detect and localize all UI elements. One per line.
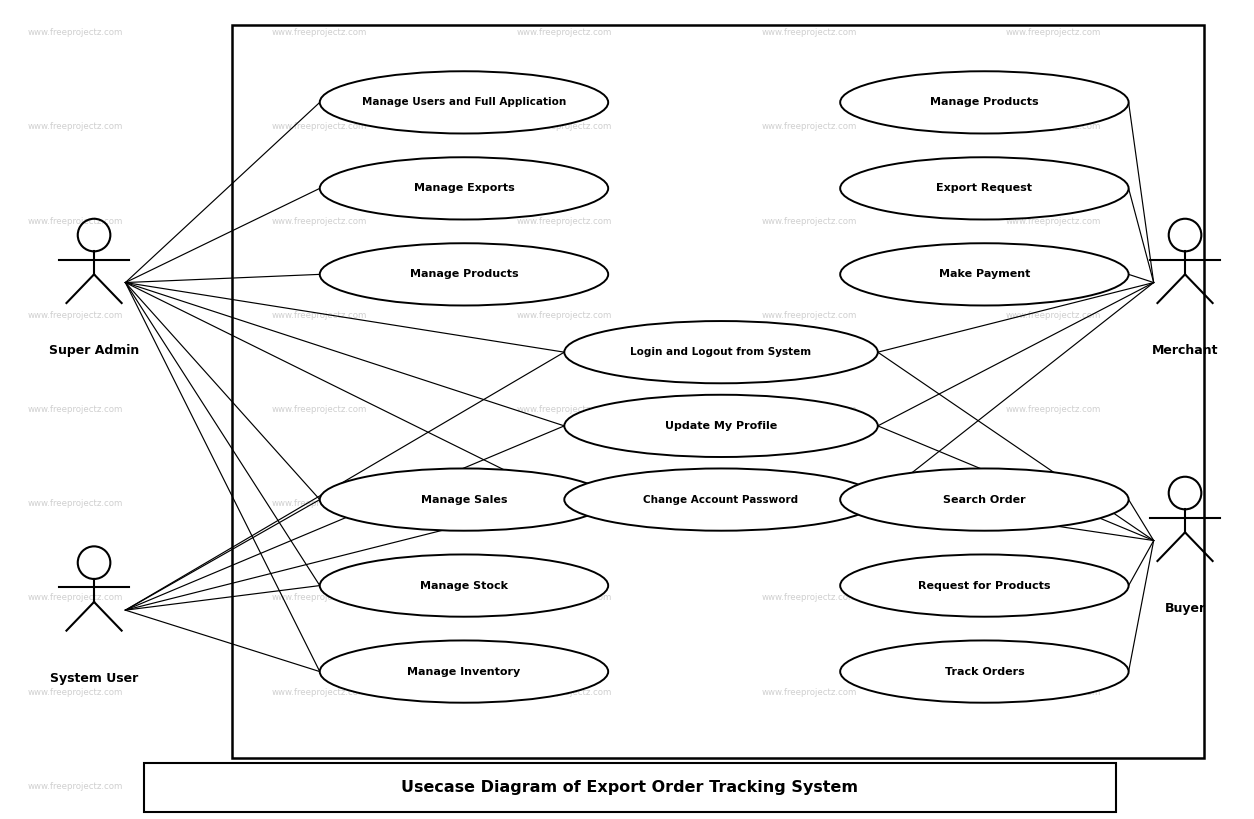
- Ellipse shape: [320, 640, 608, 703]
- Text: www.freeprojectz.com: www.freeprojectz.com: [28, 311, 123, 319]
- Text: Manage Products: Manage Products: [930, 97, 1038, 107]
- Text: Super Admin: Super Admin: [49, 344, 139, 357]
- Text: www.freeprojectz.com: www.freeprojectz.com: [28, 217, 123, 225]
- Text: www.freeprojectz.com: www.freeprojectz.com: [272, 782, 367, 790]
- Text: www.freeprojectz.com: www.freeprojectz.com: [761, 594, 856, 602]
- Text: www.freeprojectz.com: www.freeprojectz.com: [272, 688, 367, 696]
- Text: www.freeprojectz.com: www.freeprojectz.com: [517, 123, 612, 131]
- Text: www.freeprojectz.com: www.freeprojectz.com: [517, 405, 612, 414]
- Text: Usecase Diagram of Export Order Tracking System: Usecase Diagram of Export Order Tracking…: [401, 781, 858, 795]
- Text: www.freeprojectz.com: www.freeprojectz.com: [272, 217, 367, 225]
- Text: Manage Exports: Manage Exports: [414, 183, 514, 193]
- Text: www.freeprojectz.com: www.freeprojectz.com: [272, 405, 367, 414]
- Text: www.freeprojectz.com: www.freeprojectz.com: [517, 782, 612, 790]
- Text: www.freeprojectz.com: www.freeprojectz.com: [272, 123, 367, 131]
- Text: Login and Logout from System: Login and Logout from System: [631, 347, 811, 357]
- Text: www.freeprojectz.com: www.freeprojectz.com: [1006, 217, 1101, 225]
- Ellipse shape: [320, 468, 608, 531]
- Text: www.freeprojectz.com: www.freeprojectz.com: [1006, 405, 1101, 414]
- Text: www.freeprojectz.com: www.freeprojectz.com: [517, 311, 612, 319]
- Ellipse shape: [564, 395, 878, 457]
- Text: www.freeprojectz.com: www.freeprojectz.com: [761, 500, 856, 508]
- Ellipse shape: [564, 321, 878, 383]
- Text: www.freeprojectz.com: www.freeprojectz.com: [1006, 500, 1101, 508]
- Text: www.freeprojectz.com: www.freeprojectz.com: [761, 688, 856, 696]
- Text: Manage Inventory: Manage Inventory: [408, 667, 520, 676]
- Text: www.freeprojectz.com: www.freeprojectz.com: [761, 405, 856, 414]
- Text: Export Request: Export Request: [937, 183, 1032, 193]
- Text: www.freeprojectz.com: www.freeprojectz.com: [272, 500, 367, 508]
- Text: www.freeprojectz.com: www.freeprojectz.com: [28, 594, 123, 602]
- Ellipse shape: [840, 243, 1129, 305]
- Ellipse shape: [840, 157, 1129, 219]
- Text: Merchant: Merchant: [1151, 344, 1219, 357]
- Ellipse shape: [564, 468, 878, 531]
- Text: www.freeprojectz.com: www.freeprojectz.com: [517, 29, 612, 37]
- Text: www.freeprojectz.com: www.freeprojectz.com: [28, 500, 123, 508]
- Text: www.freeprojectz.com: www.freeprojectz.com: [517, 688, 612, 696]
- Ellipse shape: [840, 468, 1129, 531]
- Text: www.freeprojectz.com: www.freeprojectz.com: [761, 29, 856, 37]
- Text: Change Account Password: Change Account Password: [643, 495, 799, 505]
- Text: www.freeprojectz.com: www.freeprojectz.com: [761, 123, 856, 131]
- Bar: [232, 25, 1204, 758]
- Text: www.freeprojectz.com: www.freeprojectz.com: [1006, 782, 1101, 790]
- Text: Request for Products: Request for Products: [918, 581, 1051, 590]
- Ellipse shape: [320, 157, 608, 219]
- Text: Track Orders: Track Orders: [944, 667, 1025, 676]
- Bar: [144, 763, 1116, 812]
- Text: Manage Sales: Manage Sales: [421, 495, 507, 505]
- Text: www.freeprojectz.com: www.freeprojectz.com: [1006, 123, 1101, 131]
- Text: www.freeprojectz.com: www.freeprojectz.com: [1006, 688, 1101, 696]
- Text: www.freeprojectz.com: www.freeprojectz.com: [1006, 594, 1101, 602]
- Text: www.freeprojectz.com: www.freeprojectz.com: [28, 29, 123, 37]
- Text: www.freeprojectz.com: www.freeprojectz.com: [517, 500, 612, 508]
- Text: System User: System User: [50, 672, 138, 685]
- Ellipse shape: [320, 554, 608, 617]
- Text: Manage Users and Full Application: Manage Users and Full Application: [362, 97, 566, 107]
- Text: Manage Stock: Manage Stock: [420, 581, 508, 590]
- Text: www.freeprojectz.com: www.freeprojectz.com: [1006, 311, 1101, 319]
- Text: www.freeprojectz.com: www.freeprojectz.com: [761, 311, 856, 319]
- Ellipse shape: [840, 71, 1129, 133]
- Text: www.freeprojectz.com: www.freeprojectz.com: [1006, 29, 1101, 37]
- Text: Buyer: Buyer: [1165, 602, 1205, 615]
- Text: Manage Products: Manage Products: [410, 269, 518, 279]
- Text: www.freeprojectz.com: www.freeprojectz.com: [517, 217, 612, 225]
- Text: www.freeprojectz.com: www.freeprojectz.com: [761, 782, 856, 790]
- Ellipse shape: [840, 554, 1129, 617]
- Text: www.freeprojectz.com: www.freeprojectz.com: [517, 594, 612, 602]
- Text: www.freeprojectz.com: www.freeprojectz.com: [272, 29, 367, 37]
- Text: www.freeprojectz.com: www.freeprojectz.com: [272, 311, 367, 319]
- Text: www.freeprojectz.com: www.freeprojectz.com: [28, 688, 123, 696]
- Text: www.freeprojectz.com: www.freeprojectz.com: [272, 594, 367, 602]
- Ellipse shape: [840, 640, 1129, 703]
- Text: Search Order: Search Order: [943, 495, 1026, 505]
- Text: www.freeprojectz.com: www.freeprojectz.com: [28, 782, 123, 790]
- Ellipse shape: [320, 243, 608, 305]
- Text: Update My Profile: Update My Profile: [665, 421, 777, 431]
- Text: Make Payment: Make Payment: [939, 269, 1030, 279]
- Text: www.freeprojectz.com: www.freeprojectz.com: [28, 123, 123, 131]
- Ellipse shape: [320, 71, 608, 133]
- Text: www.freeprojectz.com: www.freeprojectz.com: [761, 217, 856, 225]
- Text: www.freeprojectz.com: www.freeprojectz.com: [28, 405, 123, 414]
